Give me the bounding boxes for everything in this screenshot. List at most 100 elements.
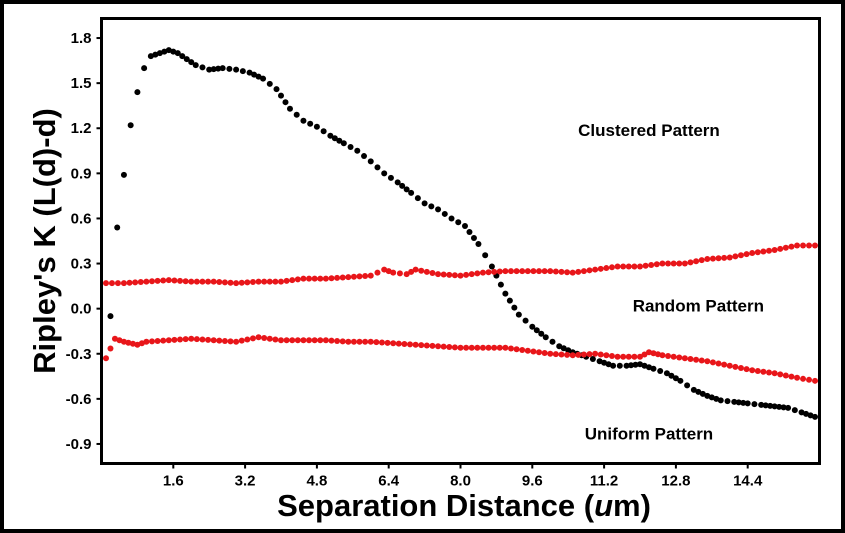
data-point [188,59,195,66]
data-point [502,290,509,297]
data-point [273,86,280,93]
data-point [642,262,649,269]
data-point [322,275,329,282]
y-tick-label: -0.6 [66,391,92,408]
data-point [497,281,504,288]
data-point [307,120,314,127]
x-tick-label: 6.4 [378,473,400,490]
data-point [350,273,357,280]
data-point [148,338,155,345]
data-point [560,345,567,352]
data-point [676,354,683,361]
data-point [255,278,262,285]
data-point [177,336,184,343]
pattern-annotations: Clustered Pattern Random Pattern Uniform P… [578,121,764,444]
data-point [423,268,430,275]
data-point [183,56,190,63]
data-point [160,337,167,344]
data-point [192,62,199,69]
data-point [334,274,341,281]
data-point [451,344,458,351]
chart-frame: 1.8 1.5 1.2 0.9 0.6 0.3 0.0 -0.3 -0.6 -0.9 1.6 3.2… [4,4,841,529]
x-axis-title-part-2: m) [613,488,651,523]
data-point [726,362,733,369]
data-point [260,75,267,82]
data-point [724,398,731,405]
data-point [812,242,819,249]
data-point [665,353,672,360]
data-point [114,224,121,231]
data-point [412,266,419,273]
x-axis-title-unit-italic: u [594,488,613,523]
data-point [580,351,587,358]
data-point [592,266,599,273]
data-point [134,89,141,96]
data-point [244,336,251,343]
data-point [320,128,327,135]
data-point [244,279,251,286]
data-point [812,377,819,384]
data-point [785,404,792,411]
data-point [266,80,273,87]
data-point [272,336,279,343]
data-point [446,343,453,350]
data-point [625,353,632,360]
data-point [356,338,363,345]
data-point [564,269,571,276]
data-point [715,255,722,262]
data-point [266,335,273,342]
data-point [451,272,458,279]
data-point [650,365,657,372]
data-point [282,99,289,106]
data-point [623,362,630,369]
data-point [513,268,520,275]
data-point [126,279,133,286]
data-point [206,66,213,73]
data-point [448,215,455,222]
data-point [519,346,526,353]
data-point [788,243,795,250]
data-point [374,269,381,276]
data-point [715,360,722,367]
data-point [373,339,380,346]
y-tick-label: 0.3 [71,256,92,273]
data-point [160,277,167,284]
data-point [216,337,223,344]
data-point [536,349,543,356]
data-point [654,351,661,358]
data-point [597,265,604,272]
data-point [648,262,655,269]
data-point [749,250,756,257]
data-point [541,350,548,357]
data-point [782,372,789,379]
data-point [620,263,627,270]
data-point [468,344,475,351]
data-point [102,355,109,362]
data-point [367,272,374,279]
data-point [762,402,769,409]
data-point [227,338,234,345]
data-point [524,347,531,354]
data-point [107,345,114,352]
data-point [771,370,778,377]
data-point [210,337,217,344]
data-point [479,269,486,276]
data-point [767,402,774,409]
data-point [435,206,442,213]
data-point [631,263,638,270]
data-point [294,337,301,344]
data-point [278,92,284,99]
data-point [777,371,784,378]
data-point [356,273,363,280]
data-point [735,399,742,406]
y-tick-label: 1.2 [71,120,92,137]
data-point [334,337,341,344]
data-point [261,278,268,285]
data-point [238,279,245,286]
data-point [286,105,293,112]
data-point [569,269,576,276]
data-point [327,132,334,139]
data-point [709,359,716,366]
data-point [515,311,522,318]
data-point [300,275,307,282]
